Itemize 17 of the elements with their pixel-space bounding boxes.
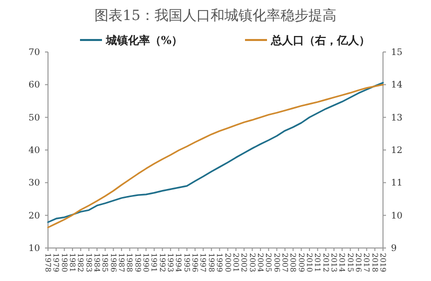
legend-label: 总人口（右，亿人） [270, 34, 370, 47]
legend-label: 城镇化率（%） [105, 34, 182, 47]
y-tick-label: 40 [28, 146, 40, 156]
y-tick-label: 50 [28, 113, 40, 124]
y2-tick-label: 15 [391, 48, 403, 58]
y2-tick-label: 13 [391, 113, 403, 124]
chart-title: 图表15：我国人口和城镇化率稳步提高 [94, 8, 336, 24]
y2-tick-label: 12 [391, 146, 402, 156]
y2-tick-label: 11 [391, 178, 402, 189]
y2-tick-label: 10 [391, 211, 403, 222]
y-tick-label: 30 [28, 178, 40, 189]
y-tick-label: 70 [28, 48, 40, 58]
y2-tick-label: 14 [391, 80, 403, 91]
y-tick-label: 60 [28, 80, 40, 91]
y-tick-label: 10 [28, 244, 40, 254]
y2-tick-label: 9 [391, 244, 397, 254]
y-tick-label: 20 [28, 211, 40, 222]
